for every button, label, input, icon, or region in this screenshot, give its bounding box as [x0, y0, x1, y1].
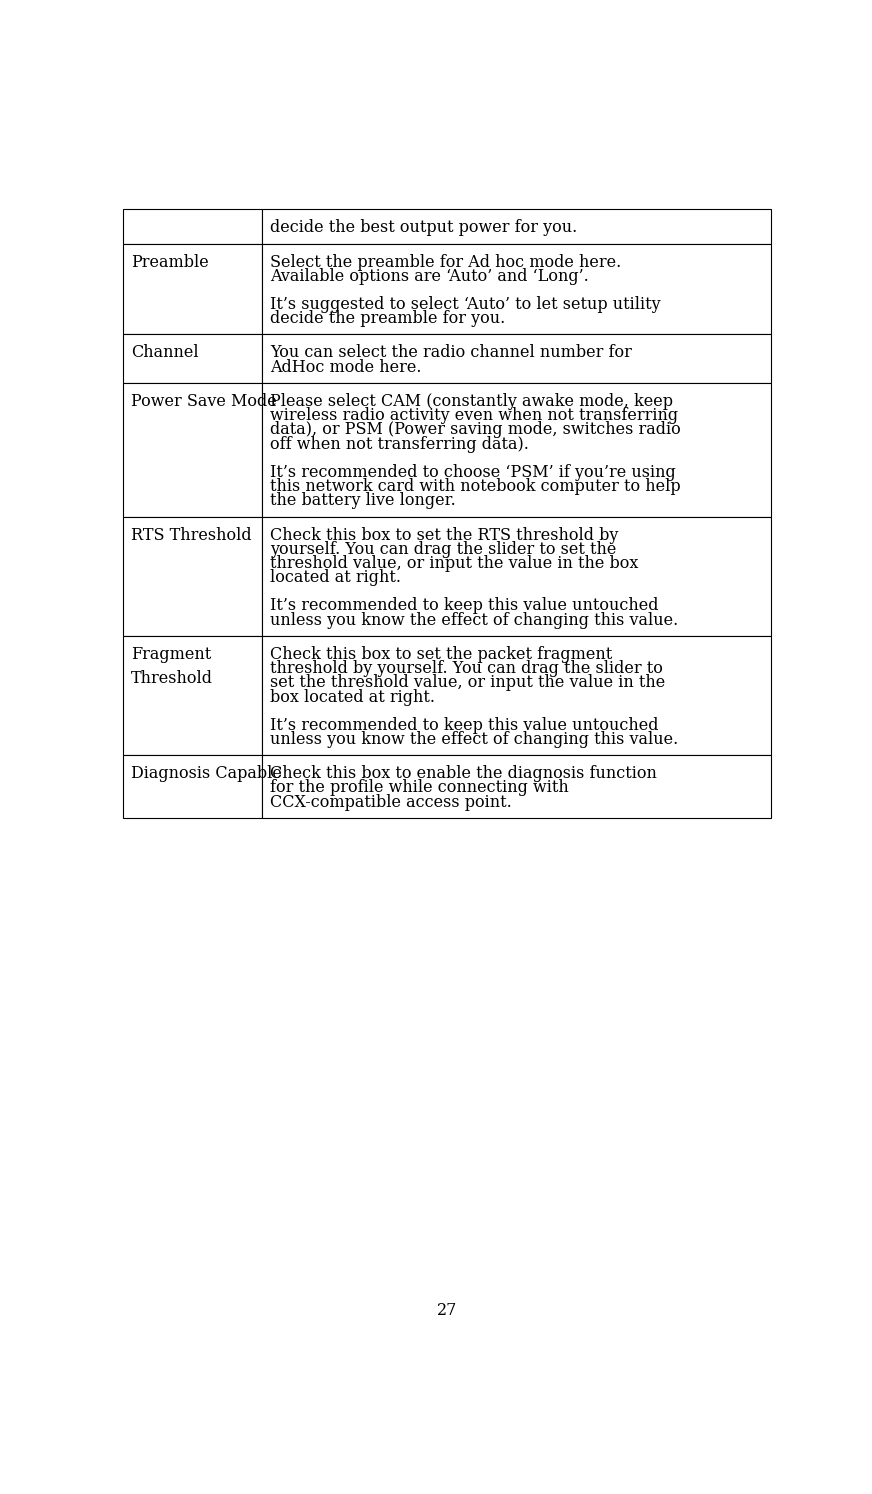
Text: Available options are ‘Auto’ and ‘Long’.: Available options are ‘Auto’ and ‘Long’. [270, 267, 589, 285]
Text: off when not transferring data).: off when not transferring data). [270, 436, 529, 453]
Bar [262, 517, 771, 636]
Text: Check this box to set the packet fragment: Check this box to set the packet fragmen… [270, 645, 612, 663]
Bar [262, 382, 771, 517]
Text: decide the best output power for you.: decide the best output power for you. [270, 220, 577, 236]
Text: Fragment
Threshold: Fragment Threshold [131, 645, 213, 687]
Bar [123, 636, 262, 756]
Text: It’s recommended to keep this value untouched: It’s recommended to keep this value unto… [270, 598, 658, 614]
Text: It’s recommended to keep this value untouched: It’s recommended to keep this value unto… [270, 717, 658, 734]
Text: Diagnosis Capable: Diagnosis Capable [131, 765, 282, 783]
Bar [262, 209, 771, 244]
Bar [262, 244, 771, 335]
Bar [123, 244, 262, 335]
Text: It’s recommended to choose ‘PSM’ if you’re using: It’s recommended to choose ‘PSM’ if you’… [270, 463, 676, 481]
Text: set the threshold value, or input the value in the: set the threshold value, or input the va… [270, 674, 665, 692]
Text: unless you know the effect of changing this value.: unless you know the effect of changing t… [270, 731, 678, 748]
Text: RTS Threshold: RTS Threshold [131, 526, 251, 544]
Bar [262, 756, 771, 819]
Text: You can select the radio channel number for: You can select the radio channel number … [270, 345, 632, 362]
Text: yourself. You can drag the slider to set the: yourself. You can drag the slider to set… [270, 541, 617, 557]
Text: 27: 27 [437, 1301, 457, 1319]
Bar [123, 335, 262, 382]
Text: wireless radio activity even when not transferring: wireless radio activity even when not tr… [270, 408, 678, 424]
Text: located at right.: located at right. [270, 569, 401, 586]
Text: for the profile while connecting with: for the profile while connecting with [270, 780, 569, 796]
Text: Check this box to set the RTS threshold by: Check this box to set the RTS threshold … [270, 526, 618, 544]
Bar [262, 636, 771, 756]
Text: Select the preamble for Ad hoc mode here.: Select the preamble for Ad hoc mode here… [270, 254, 621, 270]
Text: the battery live longer.: the battery live longer. [270, 493, 456, 509]
Bar [123, 382, 262, 517]
Bar [262, 335, 771, 382]
Text: Preamble: Preamble [131, 254, 208, 270]
Text: box located at right.: box located at right. [270, 689, 435, 705]
Text: It’s suggested to select ‘Auto’ to let setup utility: It’s suggested to select ‘Auto’ to let s… [270, 296, 661, 312]
Text: this network card with notebook computer to help: this network card with notebook computer… [270, 478, 681, 495]
Text: data), or PSM (Power saving mode, switches radio: data), or PSM (Power saving mode, switch… [270, 421, 681, 438]
Text: threshold by yourself. You can drag the slider to: threshold by yourself. You can drag the … [270, 660, 663, 677]
Text: Please select CAM (constantly awake mode, keep: Please select CAM (constantly awake mode… [270, 393, 673, 409]
Text: Channel: Channel [131, 345, 198, 362]
Text: AdHoc mode here.: AdHoc mode here. [270, 359, 421, 375]
Text: Check this box to enable the diagnosis function: Check this box to enable the diagnosis f… [270, 765, 657, 783]
Text: CCX-compatible access point.: CCX-compatible access point. [270, 793, 512, 811]
Bar [123, 517, 262, 636]
Text: decide the preamble for you.: decide the preamble for you. [270, 311, 505, 327]
Text: Power Save Mode: Power Save Mode [131, 393, 276, 409]
Bar [123, 756, 262, 819]
Text: unless you know the effect of changing this value.: unless you know the effect of changing t… [270, 611, 678, 629]
Text: threshold value, or input the value in the box: threshold value, or input the value in t… [270, 556, 638, 572]
Bar [123, 209, 262, 244]
